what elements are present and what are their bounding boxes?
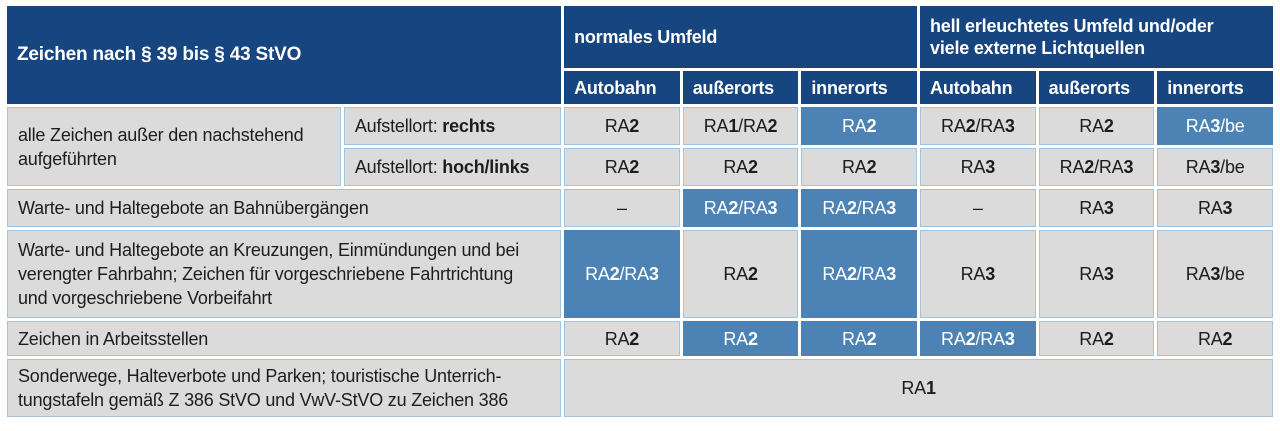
ra-value-cell: RA3 <box>1038 189 1155 227</box>
column-header-row: Autobahn außerorts innerorts Autobahn au… <box>7 71 1273 104</box>
col-header-autobahn-hell: Autobahn <box>920 71 1036 104</box>
ra-value-cell: – <box>920 189 1036 227</box>
ra-value-cell: RA2 <box>801 321 918 356</box>
col-header-ausserorts-hell: außerorts <box>1038 71 1155 104</box>
ra-value-cell: RA2 <box>564 321 680 356</box>
group-header-normales-umfeld: normales Umfeld <box>564 6 918 68</box>
row-label-cell: alle Zeichen außer den nachstehend aufgef… <box>7 107 341 186</box>
ra-value-cell: RA1/RA2 <box>682 107 799 145</box>
ra-value-cell: RA3 <box>920 148 1036 186</box>
ra-value-cell: RA2/RA3 <box>801 230 918 318</box>
table-row: Aufstellort: hoch/links RA2 RA2 RA2 RA3 RA2/R… <box>7 148 1273 186</box>
col-header-ausserorts-normal: außerorts <box>682 71 799 104</box>
aufstellort-cell: Aufstellort: hoch/links <box>343 148 562 186</box>
aufstellort-cell: Aufstellort: rechts <box>343 107 562 145</box>
row-label-cell: Warte- und Haltegebote an Kreuzungen, Ei… <box>7 230 562 318</box>
row-label-cell: Sonderwege, Halteverbote und Parken; tou… <box>7 359 562 417</box>
group-header-row: Zeichen nach § 39 bis § 43 StVO normales… <box>7 6 1273 104</box>
table-body: alle Zeichen außer den nachstehend aufgef… <box>7 107 1273 417</box>
ra-value-cell: RA2/RA3 <box>920 321 1036 356</box>
ra-value-cell: RA3 <box>1038 230 1155 318</box>
ra-value-cell: RA2/RA3 <box>920 107 1036 145</box>
ra-value-cell: RA2/RA3 <box>564 230 680 318</box>
ra-value-cell: RA3/be <box>1157 230 1273 318</box>
ra-value-cell: RA2 <box>564 107 680 145</box>
table-row: Warte- und Haltegebote an Kreuzungen, Ei… <box>7 230 1273 318</box>
reflexionsklassen-table: Zeichen nach § 39 bis § 43 StVO normales… <box>4 3 1276 420</box>
ra-value-cell: RA2 <box>1038 321 1155 356</box>
ra-value-cell: RA3/be <box>1157 148 1273 186</box>
ra-value-cell: RA2 <box>801 148 918 186</box>
ra-value-cell: RA2 <box>682 321 799 356</box>
table-row: alle Zeichen außer den nachstehend aufgef… <box>7 107 1273 186</box>
ra-value-cell: RA1 <box>564 359 1273 417</box>
ra-value-cell: RA3 <box>1157 189 1273 227</box>
col-header-innerorts-hell: innerorts <box>1157 71 1273 104</box>
table-row: Sonderwege, Halteverbote und Parken; tou… <box>7 359 1273 417</box>
ra-value-cell: RA2/RA3 <box>1038 148 1155 186</box>
ra-value-cell: RA3 <box>920 230 1036 318</box>
ra-value-cell: RA2 <box>1157 321 1273 356</box>
corner-header: Zeichen nach § 39 bis § 43 StVO <box>7 6 562 104</box>
ra-value-cell: RA2/RA3 <box>682 189 799 227</box>
table-row: Zeichen in Arbeitsstellen RA2 RA2 RA2 RA2/RA… <box>7 321 1273 356</box>
table-row: Warte- und Haltegebote an Bahnübergängen… <box>7 189 1273 227</box>
col-header-autobahn-normal: Autobahn <box>564 71 680 104</box>
ra-value-cell: RA2 <box>682 230 799 318</box>
ra-value-cell: – <box>564 189 680 227</box>
ra-value-cell: RA2 <box>801 107 918 145</box>
row-label-cell: Zeichen in Arbeitsstellen <box>7 321 562 356</box>
ra-value-cell: RA2 <box>682 148 799 186</box>
ra-value-cell: RA3/be <box>1157 107 1273 145</box>
row-label-cell: Warte- und Haltegebote an Bahnübergängen <box>7 189 562 227</box>
ra-value-cell: RA2 <box>1038 107 1155 145</box>
ra-value-cell: RA2 <box>564 148 680 186</box>
group-header-hell-erleuchtetes-umfeld: hell erleuchtetes Umfeld und/oder viele e… <box>920 6 1273 68</box>
col-header-innerorts-normal: innerorts <box>801 71 918 104</box>
ra-value-cell: RA2/RA3 <box>801 189 918 227</box>
